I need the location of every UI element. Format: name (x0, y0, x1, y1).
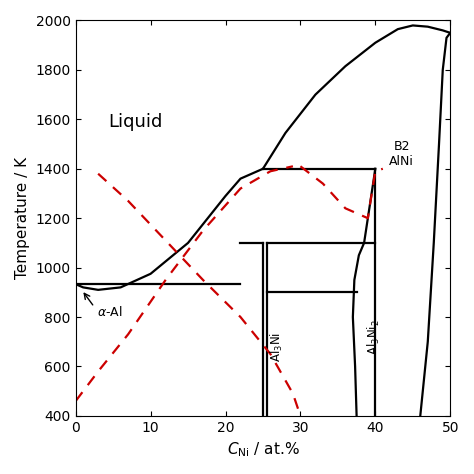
Text: $\mathrm{Al_3Ni}$: $\mathrm{Al_3Ni}$ (269, 332, 285, 362)
Text: $\mathrm{Al_3Ni_2}$: $\mathrm{Al_3Ni_2}$ (366, 319, 383, 355)
Text: B2
AlNi: B2 AlNi (389, 140, 414, 168)
Y-axis label: Temperature / K: Temperature / K (15, 157, 30, 279)
Text: $\alpha$-Al: $\alpha$-Al (97, 305, 122, 319)
X-axis label: $C_{\mathrm{Ni}}$ / at.%: $C_{\mathrm{Ni}}$ / at.% (227, 440, 300, 459)
Text: Liquid: Liquid (109, 113, 163, 131)
